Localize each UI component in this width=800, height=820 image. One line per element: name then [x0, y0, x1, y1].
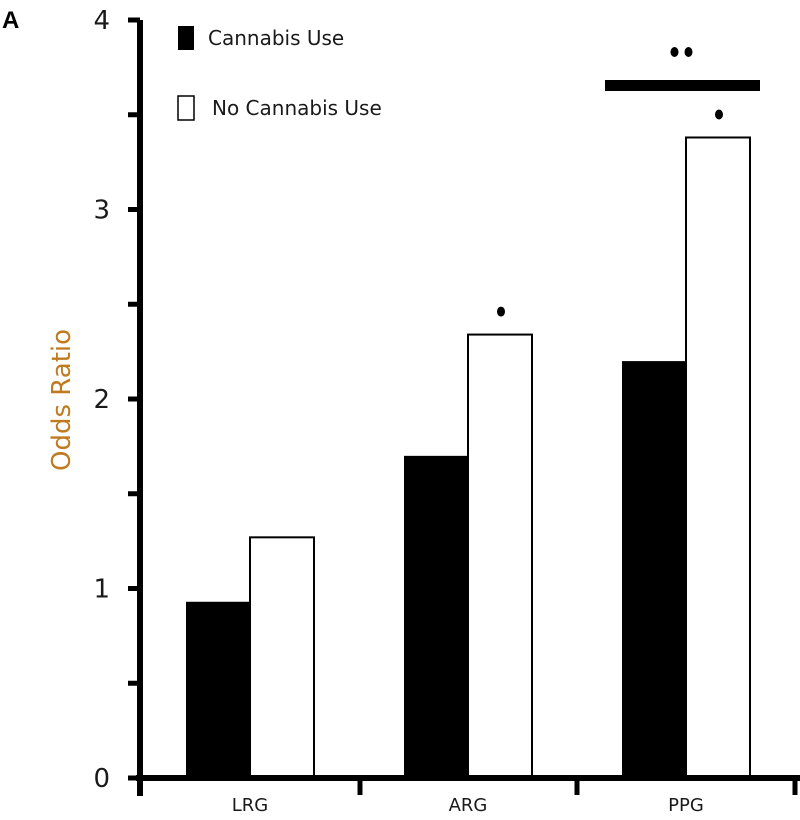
x-tick-label: LRG [232, 795, 268, 816]
legend-swatch-no-cannabis [177, 95, 195, 121]
significance-marker [497, 306, 505, 317]
legend-swatch-cannabis [178, 26, 194, 50]
bar-ppg-no-cannabis [685, 136, 751, 780]
x-tick-label: ARG [449, 795, 488, 816]
x-tick-label: PPG [668, 795, 704, 816]
legend-label-cannabis: Cannabis Use [208, 26, 344, 50]
significance-marker [715, 109, 723, 120]
bar-lrg-no-cannabis [249, 536, 315, 780]
significance-bracket [605, 80, 760, 91]
bar-lrg-cannabis [186, 601, 250, 778]
legend-label-no-cannabis: No Cannabis Use [212, 96, 382, 120]
y-tick-label: 0 [93, 764, 110, 794]
y-axis-label: Odds Ratio [47, 329, 77, 471]
y-tick-label: 1 [93, 575, 110, 605]
bar-arg-no-cannabis [467, 333, 533, 779]
bar-ppg-cannabis [622, 361, 686, 778]
y-tick-label: 3 [93, 196, 110, 226]
y-tick-label: 4 [93, 6, 110, 36]
significance-marker [684, 47, 693, 57]
significance-marker [670, 47, 679, 57]
y-tick-label: 2 [93, 385, 110, 415]
panel-label: A [2, 7, 19, 34]
bar-arg-cannabis [404, 455, 468, 778]
